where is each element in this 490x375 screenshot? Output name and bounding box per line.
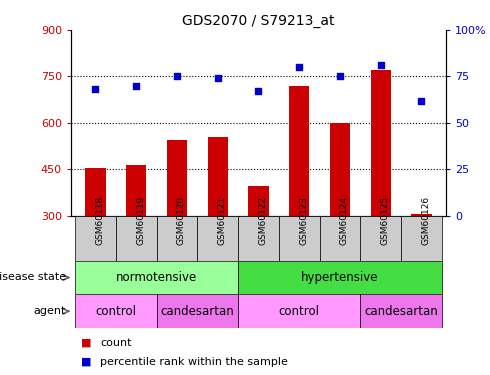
Bar (248, 186, 269, 216)
Text: count: count (100, 338, 132, 348)
Text: GSM60123: GSM60123 (299, 196, 308, 245)
Bar (157, 216, 197, 261)
Point (295, 64, 303, 70)
Text: normotensive: normotensive (116, 271, 197, 284)
Text: GSM60118: GSM60118 (96, 195, 104, 245)
Text: GSM60122: GSM60122 (259, 196, 268, 244)
Text: control: control (279, 305, 319, 318)
Point (377, 62, 385, 68)
Point (214, 75, 221, 81)
Text: GSM60125: GSM60125 (381, 196, 390, 245)
Bar (289, 86, 309, 216)
Bar (370, 70, 391, 216)
Bar (116, 216, 157, 261)
Bar (85, 168, 106, 216)
Text: candesartan: candesartan (364, 305, 438, 318)
Bar (279, 216, 319, 261)
Text: GSM60121: GSM60121 (218, 196, 227, 245)
Text: GSM60119: GSM60119 (136, 195, 145, 245)
Text: candesartan: candesartan (161, 305, 234, 318)
Bar (197, 216, 238, 261)
Point (417, 98, 425, 104)
Point (336, 74, 344, 80)
Text: GSM60124: GSM60124 (340, 196, 349, 244)
Bar (360, 216, 401, 261)
Title: GDS2070 / S79213_at: GDS2070 / S79213_at (182, 13, 335, 28)
Text: agent: agent (34, 306, 66, 316)
Point (255, 88, 263, 94)
Text: ■: ■ (81, 357, 95, 367)
Text: percentile rank within the sample: percentile rank within the sample (100, 357, 288, 367)
Bar (75, 294, 157, 328)
Bar (157, 294, 238, 328)
Point (132, 83, 140, 89)
Bar (167, 140, 187, 216)
Text: hypertensive: hypertensive (301, 271, 379, 284)
Text: disease state: disease state (0, 273, 66, 282)
Bar (238, 216, 279, 261)
Bar (411, 214, 432, 216)
Bar (238, 294, 360, 328)
Text: GSM60126: GSM60126 (421, 196, 430, 245)
Point (173, 74, 181, 80)
Text: ■: ■ (81, 338, 95, 348)
Bar (330, 123, 350, 216)
Text: GSM60120: GSM60120 (177, 196, 186, 245)
Bar (401, 216, 442, 261)
Bar (319, 216, 360, 261)
Bar (360, 294, 442, 328)
Bar (238, 261, 442, 294)
Point (92, 86, 99, 92)
Bar (208, 137, 228, 216)
Bar (75, 216, 116, 261)
Bar (75, 261, 238, 294)
Text: control: control (96, 305, 136, 318)
Bar (126, 165, 147, 216)
